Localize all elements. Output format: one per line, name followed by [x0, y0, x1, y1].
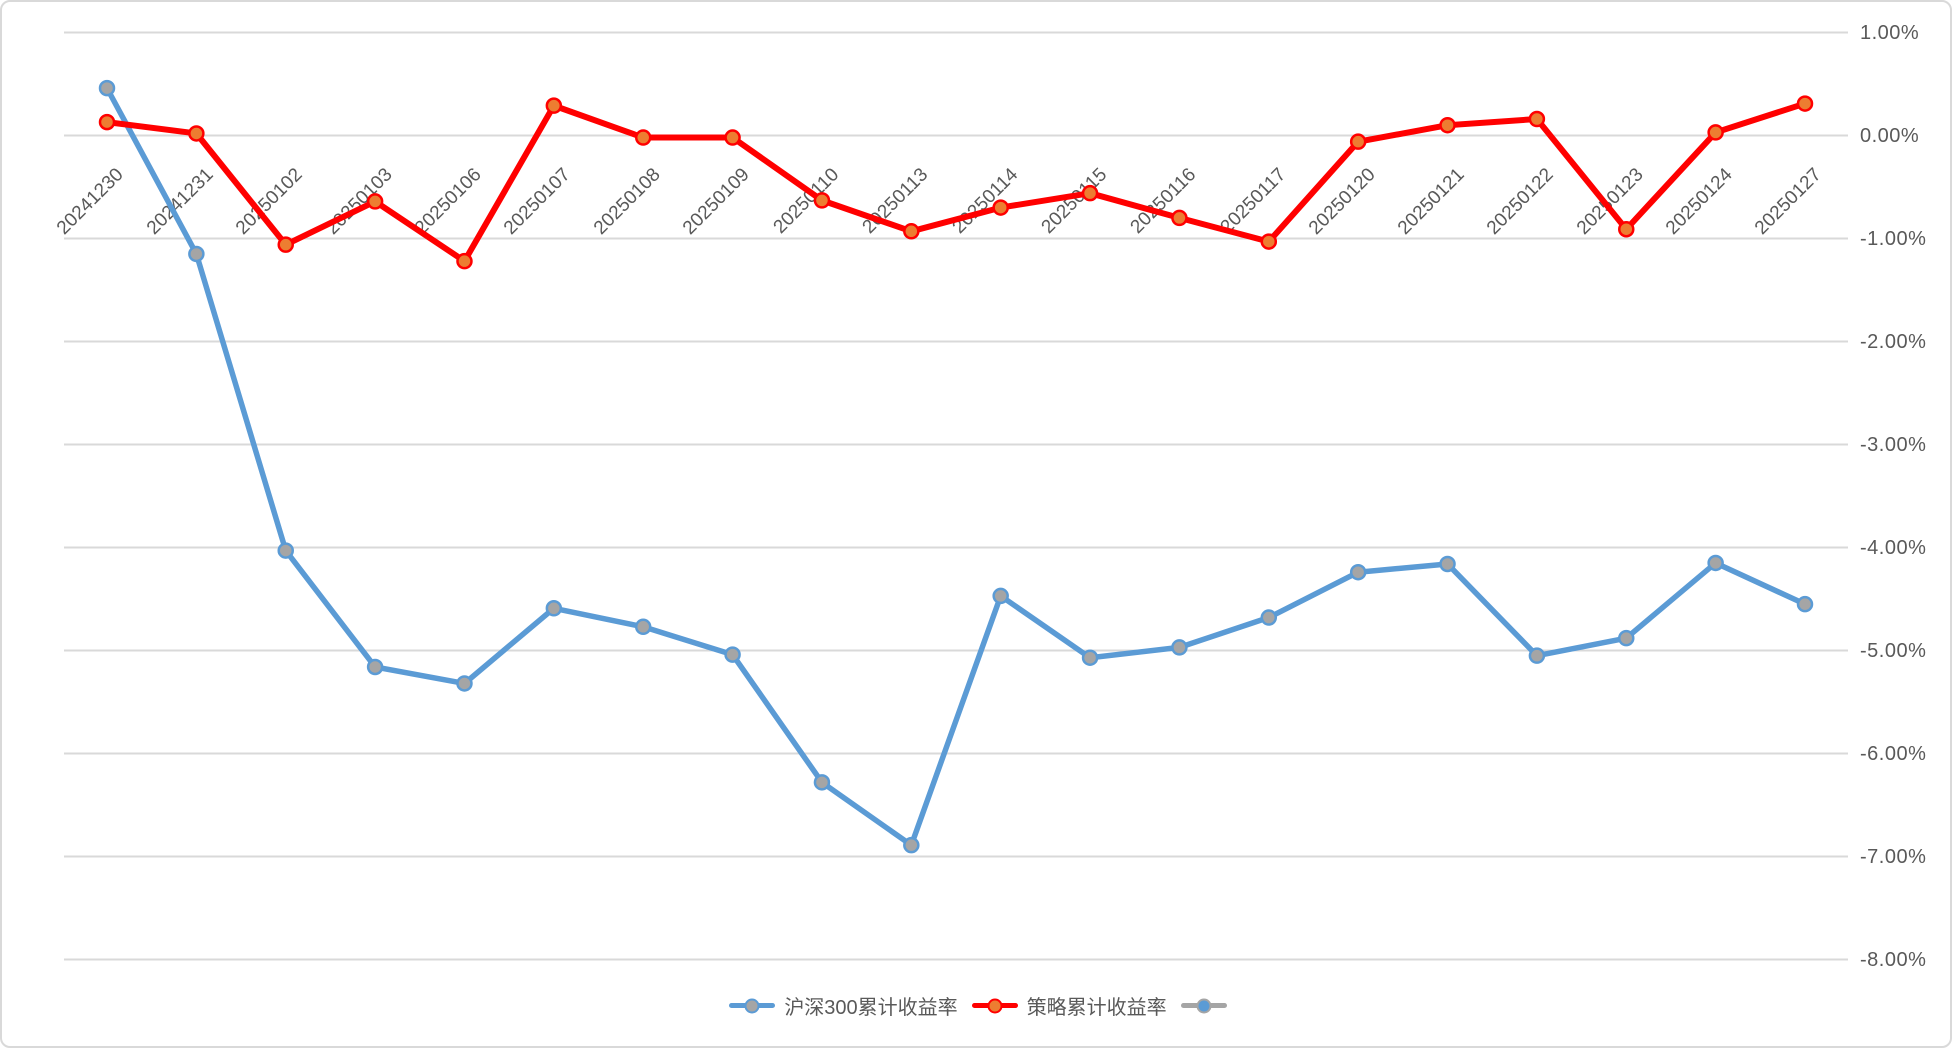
x-axis-tick-label: 20250103 — [321, 164, 397, 239]
x-axis-tick-label: 20250114 — [948, 164, 1022, 238]
x-axis-tick-label: 20250102 — [232, 164, 307, 239]
legend-marker-icon — [1196, 998, 1212, 1013]
x-axis-tick-label: 20250115 — [1037, 164, 1112, 238]
x-axis-tick-label: 20250124 — [1662, 164, 1737, 239]
y-axis-tick-label: -2.00% — [1860, 330, 1927, 353]
y-axis-tick-label: 0.00% — [1860, 124, 1920, 147]
y-axis-tick-label: -8.00% — [1860, 948, 1927, 971]
x-axis-tick-label: 20250110 — [769, 164, 844, 238]
y-axis-tick-label: -6.00% — [1860, 742, 1927, 765]
legend: 沪深300累计收益率 策略累计收益率 — [2, 991, 1950, 1020]
x-axis-tick-label: 20250117 — [1216, 164, 1290, 238]
legend-label: 策略累计收益率 — [1026, 997, 1167, 1019]
x-axis-tick-label: 20250107 — [500, 164, 575, 239]
legend-marker-icon — [987, 998, 1003, 1013]
legend-marker-icon — [744, 998, 760, 1013]
legend-line-swatch — [971, 998, 1018, 1013]
y-axis-tick-label: -3.00% — [1860, 433, 1927, 456]
legend-item — [1180, 998, 1227, 1013]
x-axis-tick-label: 20250108 — [589, 164, 665, 239]
x-axis-tick-label: 20250113 — [858, 164, 933, 238]
legend-line-swatch — [729, 998, 776, 1013]
x-axis-tick-label: 20241231 — [142, 164, 218, 239]
x-axis-tick-label: 20250120 — [1304, 164, 1380, 239]
y-axis-tick-label: 1.00% — [1860, 21, 1920, 44]
x-axis-tick-label: 20241230 — [53, 164, 129, 239]
x-axis-tick-label: 20250121 — [1393, 164, 1469, 239]
x-axis-tick-label: 20250106 — [410, 164, 486, 239]
x-axis-tick-label: 20250127 — [1751, 164, 1827, 239]
y-axis-tick-label: -4.00% — [1860, 536, 1927, 559]
x-axis-tick-label: 20250109 — [679, 164, 754, 239]
legend-line-swatch — [1180, 998, 1227, 1013]
x-axis-tick-label: 20250123 — [1572, 164, 1648, 239]
y-axis-tick-label: -5.00% — [1860, 639, 1927, 662]
x-axis-tick-label: 20250116 — [1126, 164, 1201, 238]
y-axis-tick-label: -1.00% — [1860, 227, 1927, 250]
legend-item: 沪深300累计收益率 — [729, 991, 958, 1020]
legend-label: 沪深300累计收益率 — [784, 997, 958, 1019]
y-axis-tick-label: -7.00% — [1860, 845, 1927, 868]
legend-item: 策略累计收益率 — [971, 991, 1167, 1020]
x-axis-tick-label: 20250122 — [1483, 164, 1558, 239]
